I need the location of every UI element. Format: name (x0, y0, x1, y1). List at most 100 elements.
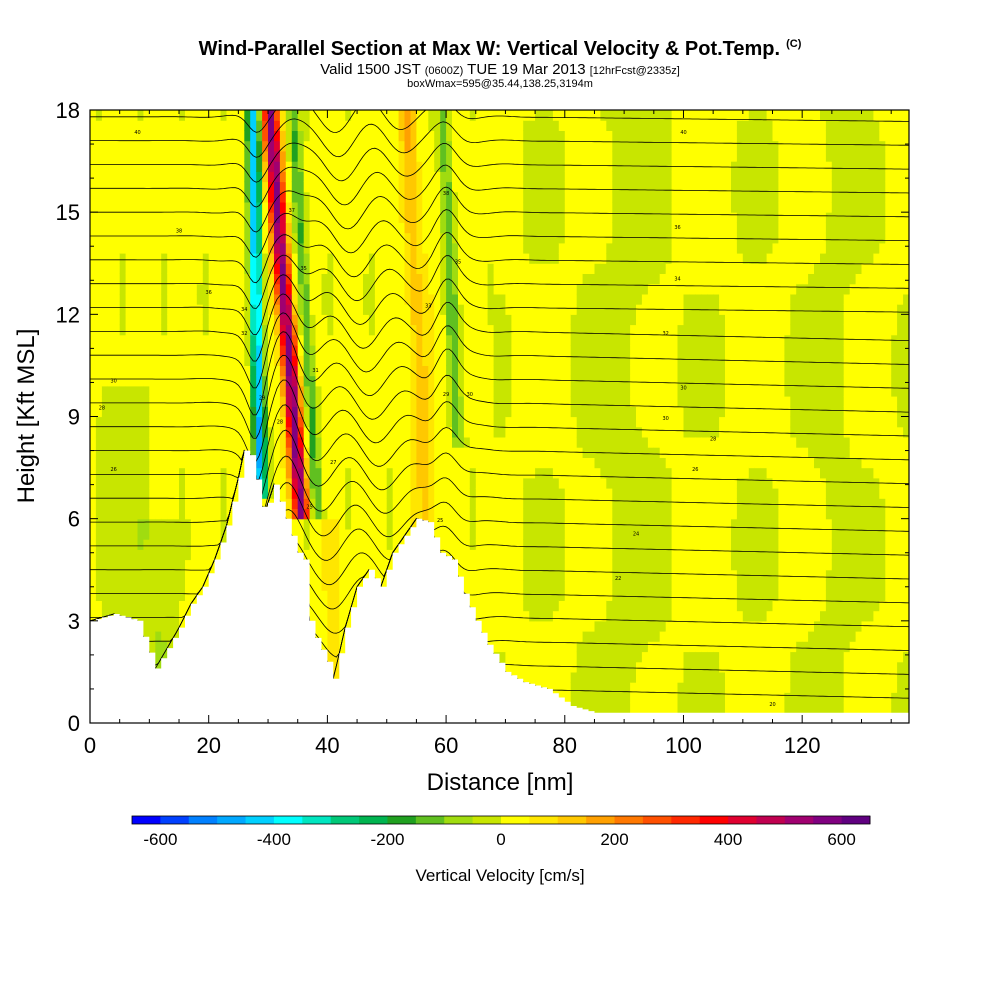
field-cell (309, 539, 317, 550)
field-cell (374, 488, 382, 499)
field-cell (517, 620, 524, 632)
field-cell (143, 518, 150, 530)
field-cell (416, 457, 423, 469)
field-cell (119, 569, 127, 581)
field-cell (309, 181, 317, 193)
field-cell (196, 355, 204, 366)
field-cell (125, 171, 133, 183)
field-cell (475, 283, 483, 295)
field-cell (256, 416, 263, 428)
field-cell (303, 467, 311, 479)
field-cell (434, 498, 441, 509)
field-cell (499, 447, 506, 458)
field-cell (202, 488, 210, 499)
field-cell (499, 385, 506, 397)
field-cell (368, 365, 376, 377)
field-cell (570, 610, 578, 622)
field-cell (392, 447, 400, 458)
field-cell (446, 406, 453, 418)
field-cell (523, 661, 530, 673)
field-cell (297, 181, 305, 193)
field-cell (220, 365, 228, 377)
field-cell (351, 406, 358, 418)
field-cell (410, 488, 417, 499)
field-cell (499, 201, 506, 213)
field-cell (440, 304, 447, 315)
field-cell (137, 293, 144, 305)
field-cell (279, 477, 287, 489)
field-cell (321, 426, 328, 438)
field-cell (469, 263, 477, 274)
field-cell (475, 171, 483, 183)
field-cell (398, 447, 406, 458)
field-cell (345, 130, 352, 142)
field-cell (446, 140, 453, 152)
field-cell (107, 324, 115, 336)
field-cell (529, 385, 536, 397)
field-cell (351, 161, 358, 172)
field-cell (517, 324, 524, 336)
field-cell (262, 375, 269, 387)
field-cell (380, 161, 388, 172)
field-cell (481, 355, 489, 366)
field-cell (155, 508, 162, 520)
field-cell (499, 518, 506, 530)
field-cell (333, 498, 340, 509)
field-cell (547, 477, 554, 489)
field-cell (113, 508, 121, 520)
field-cell (309, 467, 317, 479)
field-cell (232, 426, 239, 438)
field-cell (333, 253, 340, 264)
field-cell (357, 447, 364, 458)
field-cell (392, 304, 400, 315)
field-cell (101, 222, 109, 234)
field-cell (392, 232, 400, 244)
field-cell (422, 273, 429, 285)
field-cell (119, 539, 127, 550)
field-cell (285, 212, 293, 223)
field-cell (309, 508, 317, 520)
field-cell (309, 488, 317, 499)
field-cell (244, 181, 251, 193)
field-cell (190, 518, 198, 530)
field-cell (535, 120, 542, 131)
field-cell (523, 120, 530, 131)
field-cell (149, 641, 156, 653)
field-cell (256, 355, 263, 366)
field-cell (558, 365, 566, 377)
field-cell (333, 355, 340, 366)
field-cell (190, 293, 198, 305)
field-cell (576, 222, 584, 234)
field-cell (333, 416, 340, 428)
field-cell (386, 232, 394, 244)
field-cell (309, 232, 317, 244)
field-cell (268, 120, 275, 131)
field-cell (95, 304, 103, 315)
field-cell (125, 488, 133, 499)
field-cell (90, 498, 97, 509)
field-cell (440, 396, 447, 407)
field-cell (541, 518, 548, 530)
field-cell (475, 110, 483, 121)
field-cell (446, 498, 453, 509)
field-cell (416, 416, 423, 428)
field-cell (535, 232, 542, 244)
field-cell (541, 416, 548, 428)
field-cell (386, 355, 394, 366)
field-cell (333, 549, 340, 561)
field-cell (179, 263, 186, 274)
field-cell (244, 191, 251, 203)
field-cell (149, 283, 156, 295)
field-cell (339, 140, 346, 152)
field-cell (291, 283, 299, 295)
field-cell (469, 590, 477, 601)
field-cell (327, 130, 334, 142)
field-cell (101, 120, 109, 131)
field-cell (185, 110, 192, 121)
field-cell (214, 110, 222, 121)
field-cell (392, 334, 400, 346)
field-cell (149, 549, 156, 561)
field-cell (499, 345, 506, 356)
field-cell (475, 488, 483, 499)
field-cell (440, 355, 447, 366)
